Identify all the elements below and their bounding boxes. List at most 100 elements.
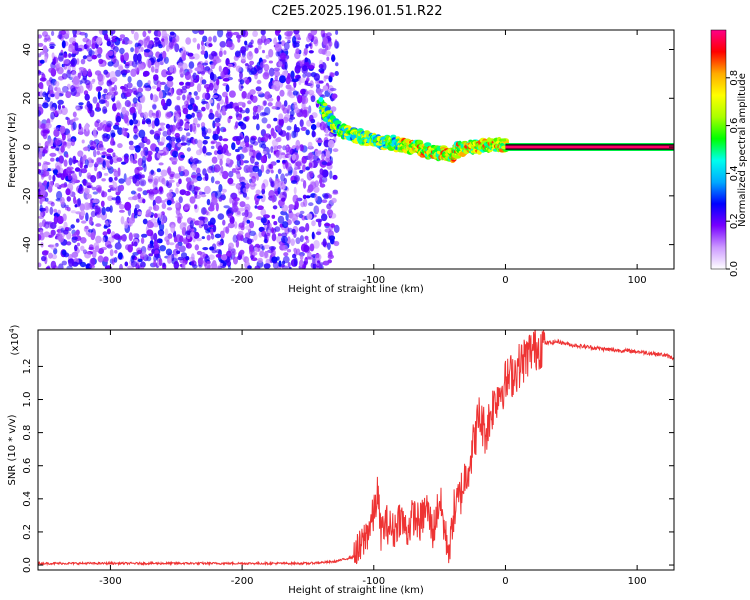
- heatmap-cell: [239, 249, 245, 255]
- heatmap-cell: [107, 50, 114, 56]
- heatmap-cell: [96, 36, 103, 45]
- heatmap-cell: [80, 210, 86, 217]
- heatmap-cell: [103, 33, 109, 41]
- heatmap-cell: [80, 168, 88, 174]
- heatmap-cell: [233, 135, 240, 141]
- heatmap-cell: [168, 41, 174, 50]
- heatmap-cell: [218, 242, 224, 246]
- heatmap-cell: [60, 173, 65, 181]
- heatmap-cell: [319, 177, 323, 185]
- heatmap-cell: [202, 145, 207, 154]
- heatmap-cell: [217, 213, 225, 220]
- heatmap-cell: [185, 37, 192, 45]
- heatmap-cell: [39, 212, 43, 217]
- heatmap-cell: [271, 195, 276, 203]
- heatmap-cell: [285, 76, 291, 85]
- heatmap-cell: [163, 56, 169, 64]
- heatmap-cell: [103, 69, 109, 75]
- heatmap-cell: [38, 109, 41, 117]
- heatmap-cell: [208, 254, 215, 260]
- heatmap-cell: [307, 152, 314, 161]
- heatmap-noise: [38, 30, 340, 269]
- heatmap-cell: [297, 37, 302, 41]
- heatmap-cell: [106, 40, 112, 47]
- heatmap-cell: [283, 100, 288, 107]
- heatmap-cell: [308, 162, 313, 168]
- heatmap-cell: [231, 204, 239, 213]
- heatmap-cell: [39, 71, 44, 76]
- heatmap-cell: [189, 231, 195, 238]
- heatmap-cell: [57, 209, 61, 215]
- ridge-cell: [318, 96, 324, 103]
- y-axis-label-bottom: SNR (10 * v/v): [7, 414, 18, 485]
- heatmap-cell: [137, 87, 144, 93]
- heatmap-cell: [268, 48, 274, 58]
- heatmap-cell: [177, 216, 182, 224]
- heatmap-cell: [44, 34, 51, 41]
- heatmap-cell: [252, 30, 258, 37]
- heatmap-cell: [38, 150, 43, 160]
- heatmap-cell: [182, 169, 190, 177]
- heatmap-cell: [154, 68, 159, 74]
- heatmap-cell: [92, 96, 98, 104]
- heatmap-cell: [318, 64, 324, 69]
- heatmap-cell: [100, 74, 105, 82]
- heatmap-cell: [169, 65, 174, 73]
- heatmap-cell: [164, 236, 170, 242]
- heatmap-cell: [315, 253, 322, 261]
- heatmap-cell: [304, 257, 308, 266]
- heatmap-cell: [255, 86, 262, 92]
- heatmap-cell: [201, 40, 204, 47]
- heatmap-cell: [317, 174, 324, 179]
- heatmap-cell: [202, 140, 208, 145]
- heatmap-cell: [321, 213, 328, 222]
- heatmap-cell: [205, 229, 211, 234]
- heatmap-cell: [84, 159, 89, 167]
- heatmap-cell: [142, 190, 148, 196]
- heatmap-cell: [259, 143, 263, 148]
- heatmap-cell: [217, 30, 224, 38]
- heatmap-cell: [293, 80, 297, 88]
- heatmap-cell: [72, 30, 77, 36]
- heatmap-cell: [236, 34, 242, 39]
- heatmap-cell: [147, 30, 152, 34]
- heatmap-cell: [104, 240, 112, 248]
- heatmap-cell: [133, 53, 139, 62]
- heatmap-cell: [186, 132, 191, 137]
- heatmap-cell: [118, 178, 125, 184]
- heatmap-cell: [286, 249, 292, 253]
- heatmap-cell: [221, 170, 229, 180]
- heatmap-cell: [131, 254, 136, 259]
- heatmap-cell: [274, 75, 279, 82]
- heatmap-cell: [72, 121, 77, 131]
- y-tick-label: 40: [22, 43, 33, 56]
- heatmap-cell: [139, 179, 147, 187]
- heatmap-cell: [279, 52, 287, 60]
- heatmap-cell: [160, 98, 166, 107]
- heatmap-cell: [148, 178, 153, 182]
- heatmap-cell: [62, 213, 67, 222]
- heatmap-cell: [310, 243, 315, 252]
- heatmap-cell: [320, 208, 326, 215]
- heatmap-cell: [328, 40, 333, 47]
- heatmap-cell: [133, 128, 139, 133]
- heatmap-ridge: [316, 96, 510, 163]
- heatmap-cell: [205, 210, 209, 216]
- heatmap-cell: [331, 56, 336, 61]
- heatmap-cell: [54, 138, 60, 147]
- heatmap-cell: [81, 220, 87, 224]
- heatmap-cell: [51, 254, 58, 260]
- ridge-cell: [322, 102, 328, 107]
- heatmap-cell: [58, 155, 64, 164]
- heatmap-cell: [318, 68, 325, 73]
- heatmap-cell: [137, 265, 141, 269]
- heatmap-cell: [63, 141, 68, 148]
- heatmap-cell: [143, 111, 149, 119]
- heatmap-cell: [118, 235, 123, 240]
- heatmap-cell: [321, 199, 328, 203]
- heatmap-cell: [71, 57, 78, 66]
- heatmap-cell: [226, 152, 232, 157]
- heatmap-cell: [105, 100, 110, 108]
- heatmap-cell: [38, 262, 42, 268]
- heatmap-cell: [58, 263, 64, 269]
